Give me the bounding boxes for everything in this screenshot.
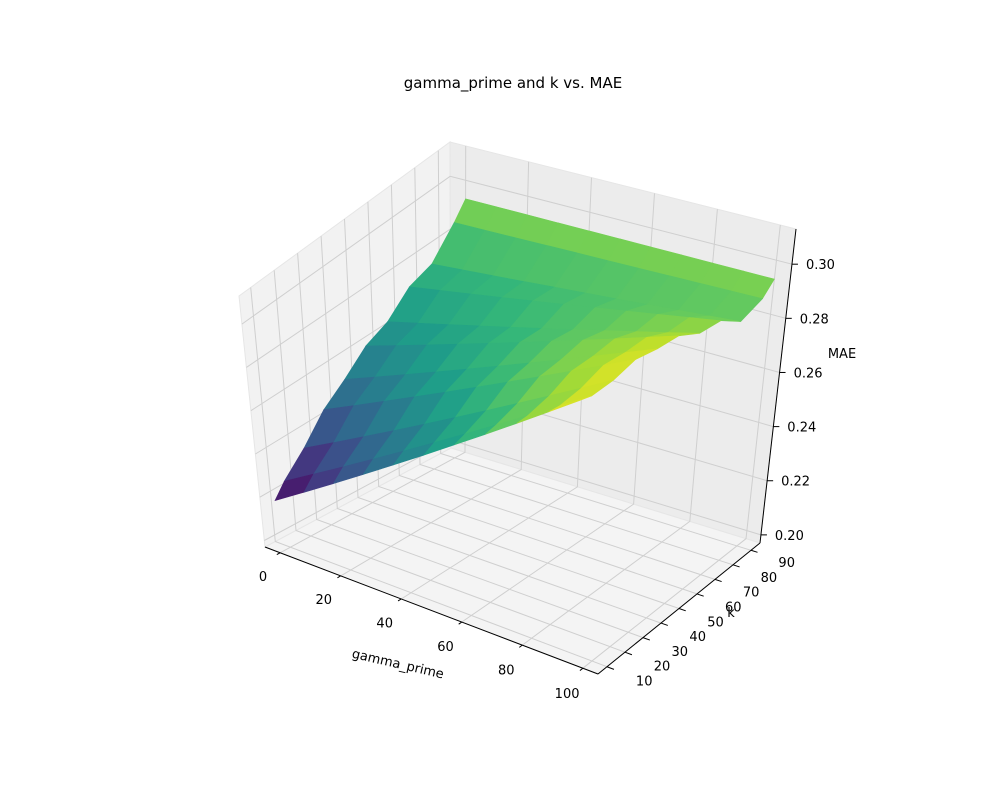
y-tick-label: 20 <box>654 660 671 675</box>
y-grid-line <box>344 218 680 609</box>
y-tick-label: 40 <box>689 630 706 645</box>
surface-patch <box>548 395 592 413</box>
y-tick-mark <box>660 622 668 626</box>
x-tick-mark <box>397 598 402 602</box>
y-tick-mark <box>642 637 651 641</box>
x-tick-mark <box>579 667 584 671</box>
y-grid-line <box>414 167 734 566</box>
y-grid-line <box>367 201 698 595</box>
x-tick-label: 80 <box>498 664 515 679</box>
z-tick-label: 0.20 <box>775 529 804 544</box>
y-tick-label: 50 <box>707 615 724 630</box>
z-axis-line <box>759 228 797 544</box>
x-grid-line <box>582 224 781 669</box>
y-tick-mark <box>714 578 722 583</box>
mae-surface <box>274 198 775 502</box>
tick-labels: 0204060801001020304050607080900.200.220.… <box>259 258 835 702</box>
chart-title: gamma_prime and k vs. MAE <box>404 74 622 93</box>
z-axis-label: MAE <box>828 347 856 362</box>
z-tick-label: 0.22 <box>781 475 810 490</box>
y-tick-label: 90 <box>778 556 795 571</box>
y-grid-line <box>390 184 716 580</box>
y-grid-line <box>250 287 608 668</box>
y-tick-label: 80 <box>761 571 778 586</box>
z-tick-label: 0.24 <box>787 421 816 436</box>
y-grid-line <box>320 236 662 624</box>
x-tick-label: 20 <box>316 593 333 608</box>
y-tick-label: 60 <box>725 601 742 616</box>
x-tick-label: 100 <box>555 687 580 702</box>
y-tick-label: 70 <box>743 586 760 601</box>
y-tick-mark <box>624 651 633 656</box>
x-tick-mark <box>458 621 463 625</box>
x-tick-mark <box>519 644 523 648</box>
x-tick-label: 60 <box>437 640 454 655</box>
x-axis-line <box>264 546 599 675</box>
y-tick-mark <box>678 608 686 612</box>
x-tick-label: 40 <box>376 617 393 632</box>
x-tick-label: 0 <box>259 570 267 585</box>
y-tick-mark <box>732 564 740 568</box>
x-axis-label: gamma_prime <box>350 647 445 683</box>
z-tick-label: 0.26 <box>794 367 823 382</box>
y-tick-mark <box>750 549 758 553</box>
y-tick-mark <box>606 666 615 670</box>
z-tick-label: 0.30 <box>806 258 835 273</box>
z-tick-label: 0.28 <box>800 312 829 327</box>
y-axis-label: k <box>727 606 735 621</box>
y-grid-line <box>273 270 626 653</box>
y-grid-line <box>297 253 644 639</box>
y-tick-mark <box>696 593 704 597</box>
x-tick-mark <box>337 575 341 579</box>
z-grid-line <box>241 175 793 325</box>
y-tick-label: 10 <box>636 675 653 690</box>
x-tick-mark <box>276 552 281 556</box>
y-tick-label: 30 <box>672 645 689 660</box>
